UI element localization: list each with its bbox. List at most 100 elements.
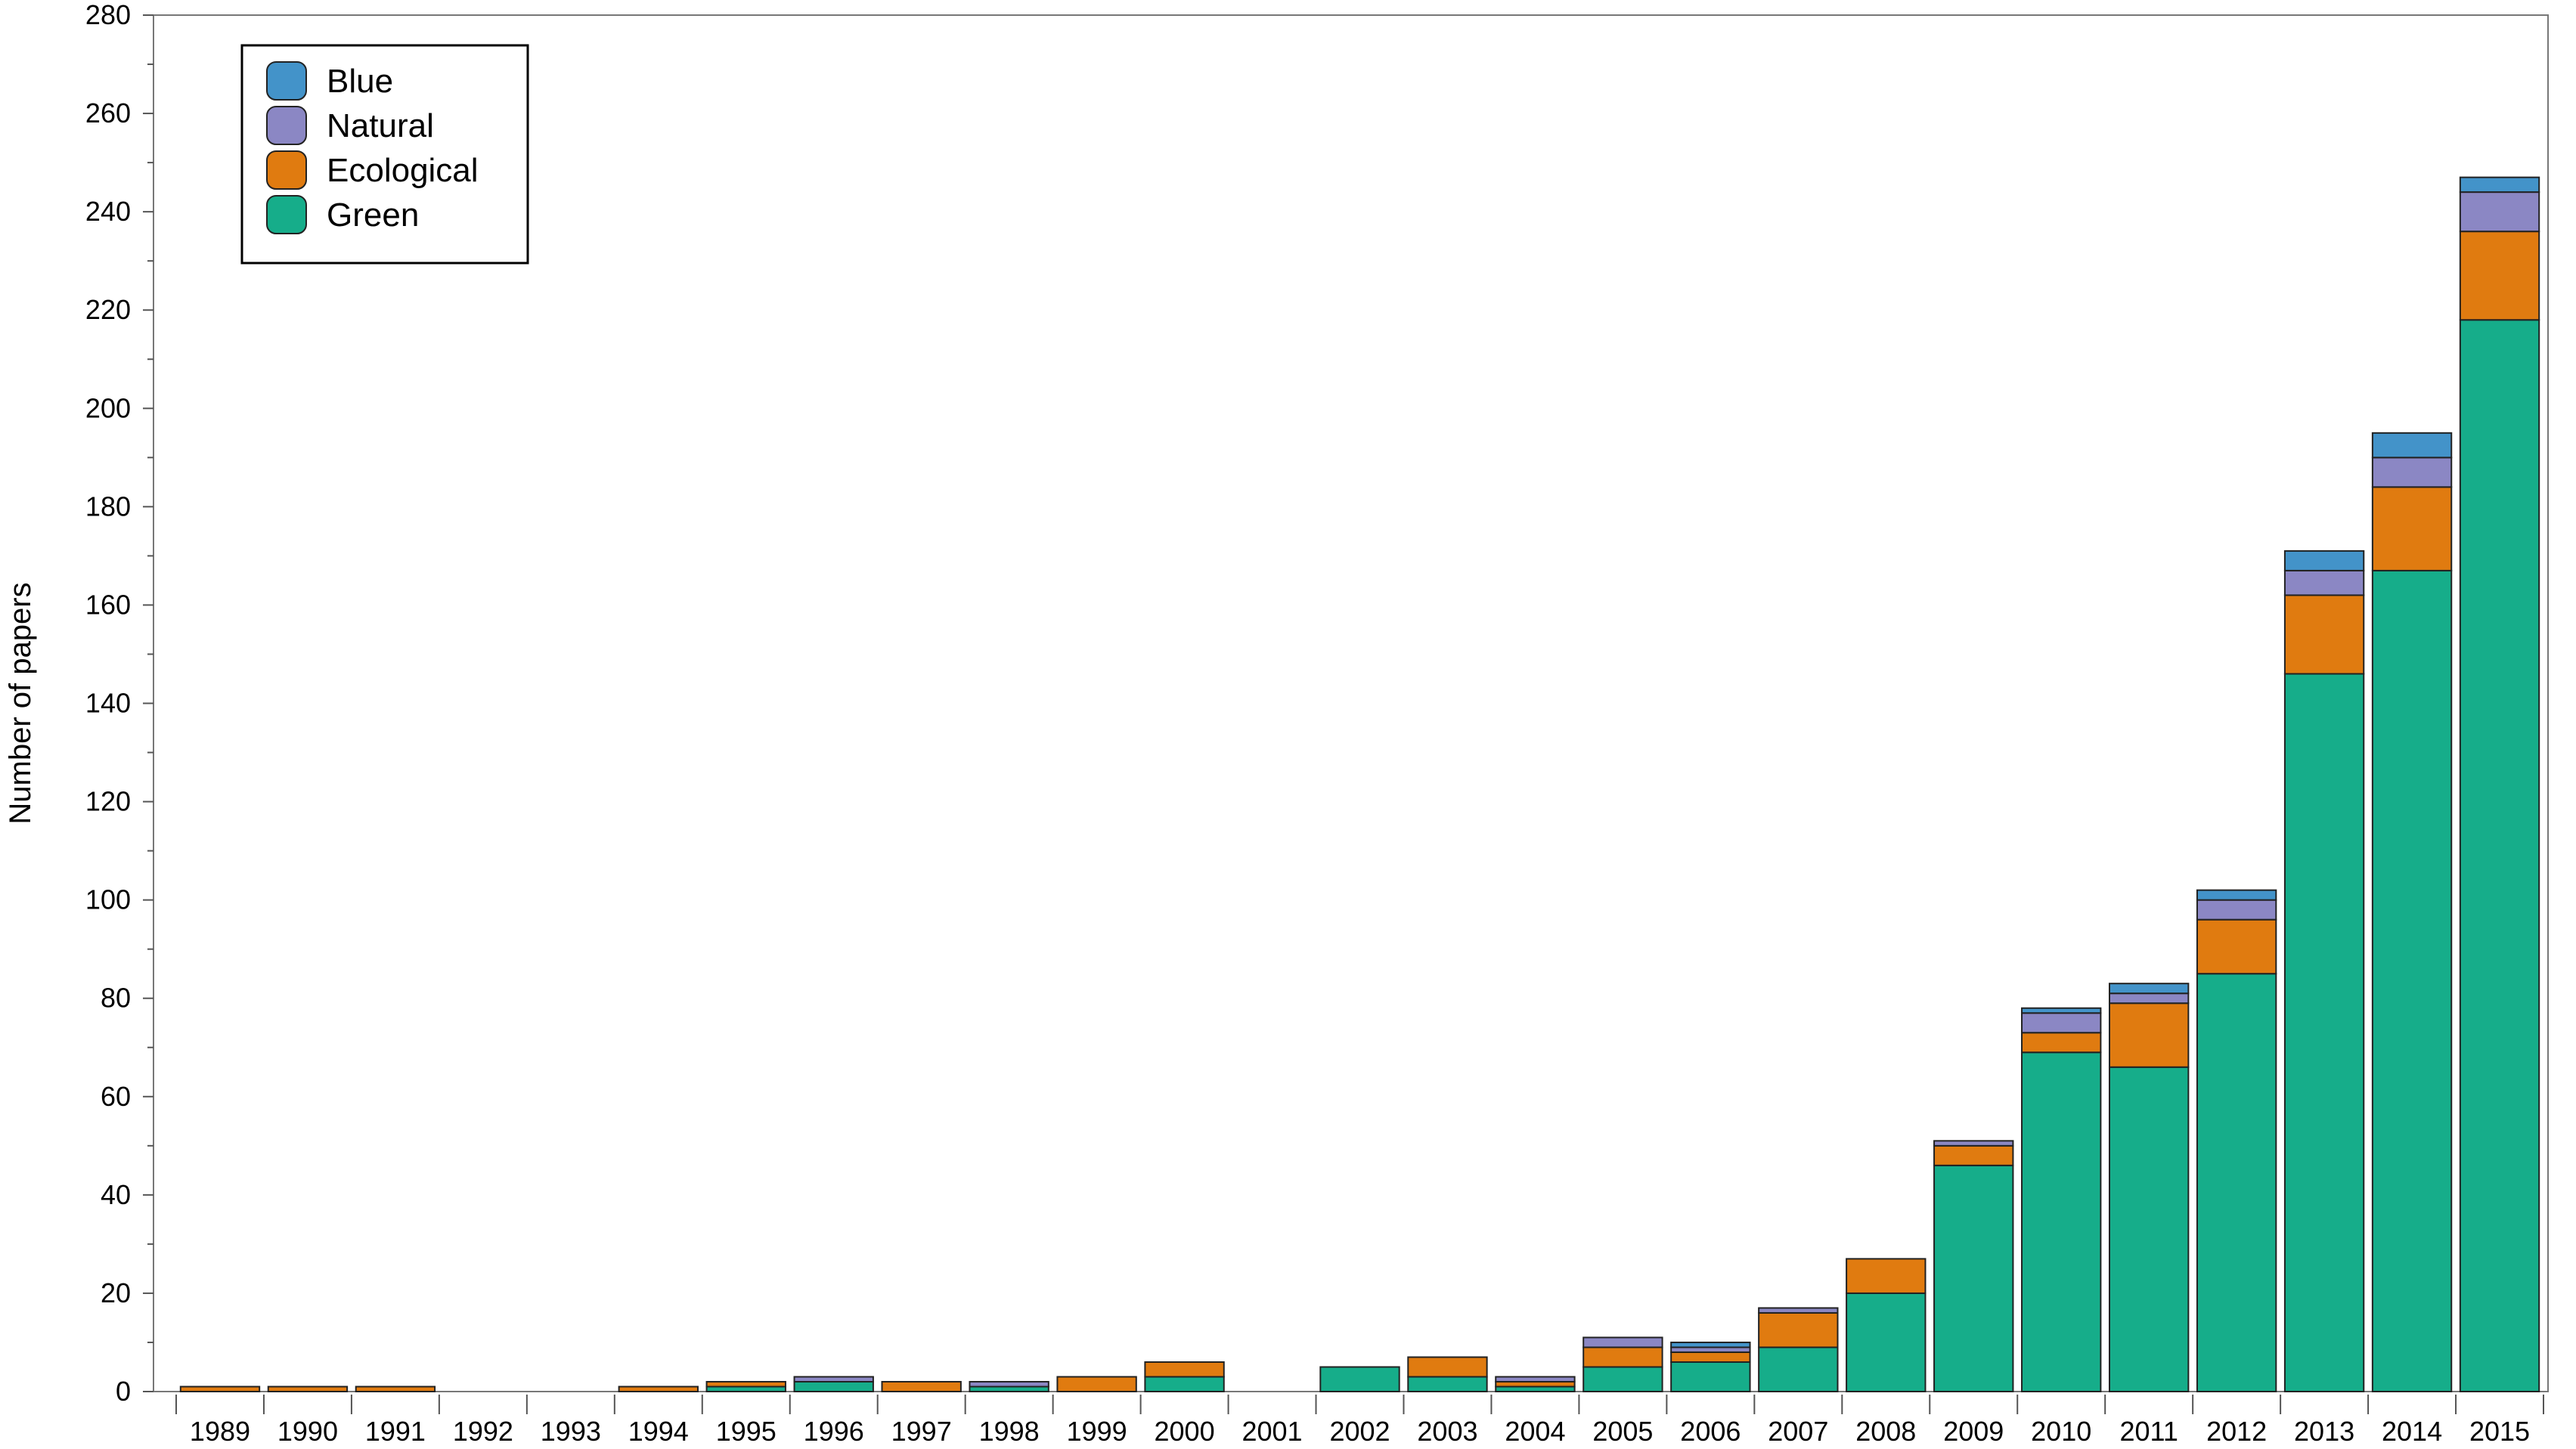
x-tick-label: 1992 [453, 1416, 513, 1447]
legend-swatch-green [266, 195, 307, 234]
bar-segment-ecological [1407, 1356, 1488, 1378]
bar-segment-ecological [355, 1386, 436, 1393]
x-tick-label: 1995 [716, 1416, 777, 1447]
bar-segment-ecological [1758, 1311, 1839, 1348]
x-tick-label: 1991 [365, 1416, 426, 1447]
y-tick-label: 180 [85, 491, 131, 522]
bar-segment-ecological [2283, 594, 2365, 675]
bar-segment-green [793, 1380, 874, 1392]
bar-segment-natural [1933, 1140, 2014, 1147]
y-tick-label: 240 [85, 196, 131, 227]
bar-segment-ecological [267, 1386, 349, 1393]
bar-segment-ecological [2459, 231, 2540, 321]
y-tick-label: 260 [85, 98, 131, 128]
y-tick-label: 160 [85, 589, 131, 620]
bar-segment-ecological [2021, 1032, 2102, 1054]
x-tick-label: 1998 [979, 1416, 1040, 1447]
bar-segment-ecological [1846, 1258, 1927, 1294]
bar-segment-green [1846, 1292, 1927, 1393]
bar-segment-natural [2108, 992, 2190, 1005]
bar-segment-natural [1495, 1376, 1576, 1382]
y-tick-label: 120 [85, 786, 131, 817]
bar-segment-green [1319, 1366, 1400, 1393]
y-tick-label: 140 [85, 688, 131, 719]
x-tick-label: 1994 [628, 1416, 689, 1447]
y-axis-title: Number of papers [4, 582, 37, 824]
y-tick-label: 80 [101, 983, 131, 1014]
bar-segment-blue [1670, 1341, 1751, 1348]
y-tick-label: 200 [85, 392, 131, 423]
bar-segment-blue [2459, 176, 2540, 194]
bar-segment-natural [969, 1380, 1049, 1388]
bar-segment-green [1670, 1361, 1751, 1392]
x-tick-label: 2004 [1505, 1416, 1565, 1447]
x-tick-label: 2006 [1680, 1416, 1741, 1447]
bar-segment-ecological [618, 1386, 699, 1393]
y-tick-label: 40 [101, 1179, 131, 1210]
x-tick-label: 1996 [804, 1416, 864, 1447]
x-tick-label: 2012 [2206, 1416, 2267, 1447]
legend-label-blue: Blue [327, 63, 393, 100]
x-tick-label: 2000 [1155, 1416, 1215, 1447]
y-tick-label: 20 [101, 1277, 131, 1308]
legend: Blue Natural Ecological Green [240, 44, 529, 265]
x-tick-label: 2011 [2119, 1416, 2178, 1447]
legend-label-green: Green [327, 197, 419, 234]
bar-segment-natural [1582, 1336, 1663, 1348]
bar-segment-ecological [2196, 918, 2277, 975]
bar-segment-blue [2196, 889, 2277, 901]
bar-segment-blue [2108, 983, 2190, 995]
bar-segment-green [2021, 1051, 2102, 1392]
bar-segment-green [1933, 1164, 2014, 1392]
y-tick-label: 100 [85, 884, 131, 915]
bar-segment-ecological [881, 1380, 962, 1392]
bar-segment-green [1407, 1376, 1488, 1392]
bar-segment-green [2196, 973, 2277, 1392]
legend-swatch-natural [266, 106, 307, 145]
bar-segment-green [2459, 319, 2540, 1392]
y-tick-label: 0 [116, 1376, 131, 1407]
bar-segment-natural [2459, 191, 2540, 233]
bar-segment-ecological [1056, 1376, 1137, 1392]
bar-segment-blue [2283, 550, 2365, 571]
bar-segment-natural [793, 1376, 874, 1382]
bar-segment-green [1758, 1346, 1839, 1393]
x-tick-label: 2001 [1242, 1416, 1302, 1447]
x-tick-label: 2005 [1592, 1416, 1653, 1447]
bar-segment-green [2371, 569, 2453, 1392]
bar-segment-natural [2371, 457, 2453, 488]
y-tick-label: 60 [101, 1081, 131, 1112]
x-tick-label: 2002 [1329, 1416, 1390, 1447]
x-tick-label: 2014 [2382, 1416, 2442, 1447]
bar-segment-ecological [1670, 1351, 1751, 1363]
bars-group [179, 176, 2540, 1393]
bar-segment-ecological [1933, 1144, 2014, 1166]
bar-segment-green [1144, 1376, 1225, 1392]
bar-segment-natural [2283, 569, 2365, 596]
bar-segment-blue [2021, 1007, 2102, 1014]
bar-segment-ecological [179, 1386, 261, 1393]
bar-segment-natural [2196, 899, 2277, 921]
y-tick-label: 220 [85, 294, 131, 325]
legend-swatch-blue [266, 61, 307, 101]
axes-group: 0 20 40 60 80 100 120 140 160 180 200 220 240 260 280 1… [85, 0, 2544, 1447]
bar-segment-ecological [1582, 1346, 1663, 1368]
x-tick-label: 2009 [1943, 1416, 2004, 1447]
bar-segment-green [2108, 1066, 2190, 1392]
x-tick-label: 2003 [1417, 1416, 1477, 1447]
x-tick-label: 2008 [1855, 1416, 1916, 1447]
x-tick-label: 1993 [541, 1416, 601, 1447]
bar-segment-natural [1758, 1307, 1839, 1314]
bar-segment-ecological [705, 1380, 786, 1388]
legend-swatch-ecological [266, 150, 307, 190]
x-tick-label: 2010 [2031, 1416, 2091, 1447]
x-tick-label: 1989 [190, 1416, 250, 1447]
x-tick-label: 2013 [2294, 1416, 2354, 1447]
legend-label-ecological: Ecological [327, 152, 479, 189]
legend-label-natural: Natural [327, 107, 434, 144]
bar-segment-blue [2371, 432, 2453, 459]
bar-segment-green [2283, 673, 2365, 1392]
x-tick-label: 1999 [1067, 1416, 1127, 1447]
